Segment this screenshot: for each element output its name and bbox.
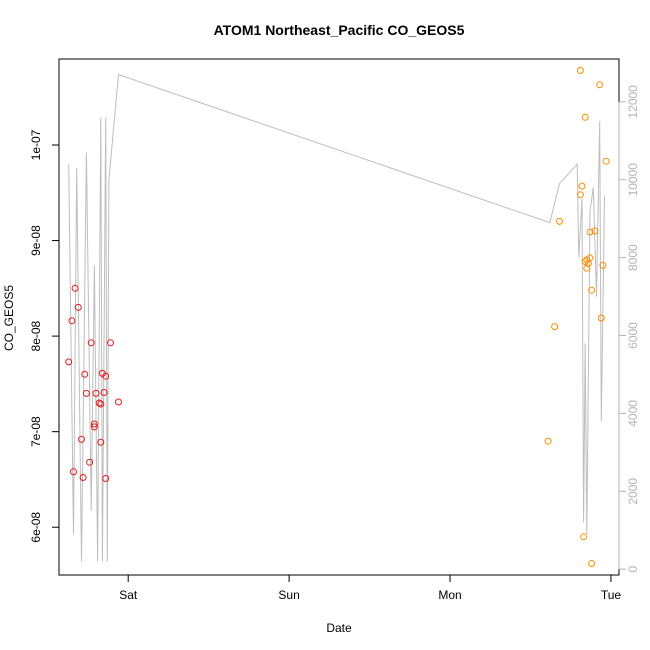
data-point-0-5 — [78, 435, 85, 443]
data-point-1-18 — [597, 314, 605, 322]
data-point-0-20 — [102, 475, 110, 482]
y-tick-label-left: 8e-08 — [29, 320, 43, 351]
x-tick-label: Mon — [438, 588, 461, 602]
plot-frame — [58, 58, 620, 576]
data-point-1-12 — [586, 254, 594, 262]
data-point-0-4 — [74, 303, 82, 311]
data-point-1-14 — [588, 286, 596, 294]
data-point-0-21 — [107, 339, 114, 347]
data-point-1-4 — [576, 191, 584, 199]
y-tick-label-right: 4000 — [626, 400, 640, 427]
y-tick-label-right: 8000 — [626, 244, 640, 271]
data-point-0-13 — [92, 389, 100, 397]
y-tick-label-right: 10000 — [626, 163, 640, 197]
x-tick-label: Sun — [278, 588, 299, 602]
series-line-0 — [68, 73, 605, 562]
x-axis: Sat Sun Mon Tue — [119, 574, 622, 602]
data-point-1-1 — [551, 323, 559, 331]
y-axis-label: CO_GEOS5 — [2, 285, 16, 351]
y-axis-left: 6e-08 7e-08 8e-08 9e-08 1e-07 — [29, 129, 60, 543]
data-point-1-0 — [544, 437, 552, 445]
data-point-0-0 — [65, 358, 73, 366]
data-point-1-5 — [578, 182, 586, 190]
data-point-1-9 — [583, 264, 591, 272]
data-point-1-20 — [602, 157, 610, 165]
series-line-layer — [68, 73, 605, 562]
data-point-1-7 — [581, 113, 589, 121]
data-point-0-2 — [70, 468, 77, 476]
data-point-0-11 — [90, 423, 98, 431]
data-point-0-14 — [95, 399, 103, 407]
data-point-1-15 — [588, 560, 596, 567]
y-tick-label-left: 7e-08 — [29, 416, 43, 447]
data-point-0-18 — [100, 389, 108, 396]
y-tick-label-left: 9e-08 — [29, 225, 43, 256]
data-point-1-3 — [576, 67, 584, 74]
x-axis-label: Date — [326, 621, 352, 635]
data-point-0-3 — [71, 284, 79, 292]
data-point-0-15 — [97, 400, 105, 408]
data-point-1-19 — [599, 261, 607, 269]
y-tick-label-right: 12000 — [626, 85, 640, 119]
data-point-0-19 — [102, 372, 110, 380]
data-point-1-13 — [586, 228, 594, 236]
data-point-0-1 — [68, 317, 76, 325]
data-point-0-10 — [87, 339, 95, 347]
data-point-0-8 — [82, 389, 90, 397]
data-point-1-2 — [556, 217, 563, 225]
data-point-0-9 — [86, 458, 94, 466]
x-tick-label: Tue — [601, 588, 622, 602]
y-tick-label-right: 0 — [626, 566, 640, 573]
points-layer — [65, 67, 610, 567]
data-point-1-17 — [596, 81, 604, 89]
data-point-0-12 — [90, 420, 98, 428]
data-point-0-6 — [79, 474, 87, 481]
y-tick-label-left: 1e-07 — [29, 129, 43, 160]
y-tick-label-left: 6e-08 — [29, 512, 43, 543]
x-tick-label: Sat — [119, 588, 138, 602]
y-tick-label-right: 2000 — [626, 478, 640, 505]
data-point-0-7 — [81, 370, 89, 378]
data-point-0-22 — [115, 398, 122, 406]
chart-title: ATOM1 Northeast_Pacific CO_GEOS5 — [214, 22, 465, 38]
y-axis-right: 0 2000 4000 6000 8000 10000 12000 — [618, 85, 640, 573]
y-tick-label-right: 6000 — [626, 322, 640, 349]
data-point-0-16 — [97, 438, 105, 446]
data-point-1-16 — [591, 227, 599, 235]
data-point-1-6 — [580, 533, 588, 541]
